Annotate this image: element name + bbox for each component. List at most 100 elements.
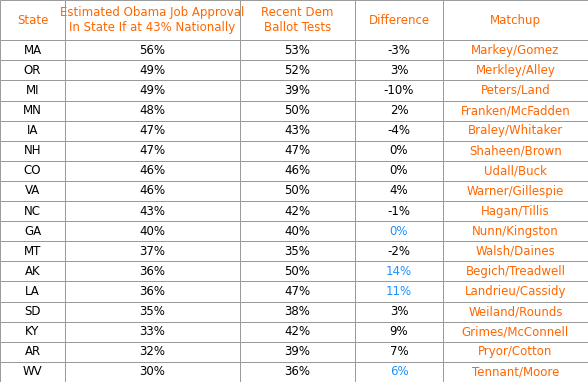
Text: Tennant/Moore: Tennant/Moore	[472, 366, 559, 379]
Bar	[240, 121, 355, 141]
Bar	[443, 322, 588, 342]
Bar	[443, 301, 588, 322]
Text: 36%: 36%	[285, 366, 310, 379]
Text: 43%: 43%	[285, 124, 310, 137]
Bar	[240, 181, 355, 201]
Text: Weiland/Rounds: Weiland/Rounds	[468, 305, 563, 318]
Bar	[355, 322, 443, 342]
Bar	[0, 81, 65, 100]
Text: MT: MT	[24, 245, 41, 258]
Text: 11%: 11%	[386, 285, 412, 298]
Bar	[240, 161, 355, 181]
Text: 2%: 2%	[390, 104, 408, 117]
Text: 46%: 46%	[139, 164, 166, 177]
Text: Grimes/McConnell: Grimes/McConnell	[462, 325, 569, 338]
Bar	[65, 161, 240, 181]
Text: NH: NH	[24, 144, 41, 157]
Bar	[355, 141, 443, 161]
Text: Pryor/Cotton: Pryor/Cotton	[478, 345, 553, 358]
Text: Braley/Whitaker: Braley/Whitaker	[468, 124, 563, 137]
Text: 32%: 32%	[139, 345, 165, 358]
Bar	[65, 362, 240, 382]
Text: 36%: 36%	[139, 285, 165, 298]
Bar	[0, 121, 65, 141]
Text: 37%: 37%	[139, 245, 165, 258]
Bar	[355, 60, 443, 81]
Text: GA: GA	[24, 225, 41, 238]
Text: 42%: 42%	[285, 325, 310, 338]
Text: 4%: 4%	[390, 185, 408, 197]
Text: Udall/Buck: Udall/Buck	[484, 164, 547, 177]
Bar	[355, 181, 443, 201]
Bar	[65, 261, 240, 282]
Bar	[355, 0, 443, 40]
Bar	[443, 161, 588, 181]
Text: 56%: 56%	[139, 44, 165, 57]
Bar	[65, 342, 240, 362]
Bar	[443, 0, 588, 40]
Text: 48%: 48%	[139, 104, 165, 117]
Bar	[65, 100, 240, 121]
Bar	[443, 60, 588, 81]
Text: 52%: 52%	[285, 64, 310, 77]
Text: 0%: 0%	[390, 164, 408, 177]
Text: AR: AR	[25, 345, 41, 358]
Bar	[0, 301, 65, 322]
Text: Peters/Land: Peters/Land	[480, 84, 550, 97]
Text: 0%: 0%	[390, 225, 408, 238]
Bar	[65, 221, 240, 241]
Bar	[355, 81, 443, 100]
Bar	[443, 40, 588, 60]
Bar	[65, 121, 240, 141]
Text: AK: AK	[25, 265, 41, 278]
Bar	[443, 261, 588, 282]
Text: Merkley/Alley: Merkley/Alley	[476, 64, 556, 77]
Text: WV: WV	[23, 366, 42, 379]
Text: 42%: 42%	[285, 205, 310, 218]
Text: 14%: 14%	[386, 265, 412, 278]
Text: Warner/Gillespie: Warner/Gillespie	[467, 185, 564, 197]
Text: Landrieu/Cassidy: Landrieu/Cassidy	[465, 285, 566, 298]
Text: 39%: 39%	[285, 345, 310, 358]
Bar	[443, 100, 588, 121]
Text: -1%: -1%	[387, 205, 410, 218]
Text: 38%: 38%	[285, 305, 310, 318]
Text: 0%: 0%	[390, 144, 408, 157]
Text: 50%: 50%	[285, 104, 310, 117]
Bar	[240, 282, 355, 301]
Bar	[240, 0, 355, 40]
Text: Difference: Difference	[369, 14, 430, 27]
Text: 50%: 50%	[285, 185, 310, 197]
Text: 9%: 9%	[390, 325, 408, 338]
Bar	[240, 100, 355, 121]
Bar	[240, 201, 355, 221]
Bar	[65, 0, 240, 40]
Text: Nunn/Kingston: Nunn/Kingston	[472, 225, 559, 238]
Text: Estimated Obama Job Approval
In State If at 43% Nationally: Estimated Obama Job Approval In State If…	[61, 6, 245, 34]
Text: 46%: 46%	[285, 164, 310, 177]
Text: 3%: 3%	[390, 305, 408, 318]
Text: Walsh/Daines: Walsh/Daines	[476, 245, 556, 258]
Bar	[443, 221, 588, 241]
Text: Matchup: Matchup	[490, 14, 541, 27]
Text: Recent Dem
Ballot Tests: Recent Dem Ballot Tests	[261, 6, 333, 34]
Text: KY: KY	[25, 325, 39, 338]
Text: -4%: -4%	[387, 124, 410, 137]
Bar	[443, 121, 588, 141]
Bar	[240, 322, 355, 342]
Text: Franken/McFadden: Franken/McFadden	[460, 104, 570, 117]
Bar	[355, 100, 443, 121]
Bar	[240, 362, 355, 382]
Text: State: State	[17, 14, 48, 27]
Text: 39%: 39%	[285, 84, 310, 97]
Bar	[355, 301, 443, 322]
Bar	[65, 81, 240, 100]
Text: LA: LA	[25, 285, 40, 298]
Text: VA: VA	[25, 185, 40, 197]
Bar	[443, 282, 588, 301]
Text: NC: NC	[24, 205, 41, 218]
Text: 43%: 43%	[139, 205, 165, 218]
Text: 49%: 49%	[139, 64, 166, 77]
Bar	[0, 322, 65, 342]
Bar	[0, 342, 65, 362]
